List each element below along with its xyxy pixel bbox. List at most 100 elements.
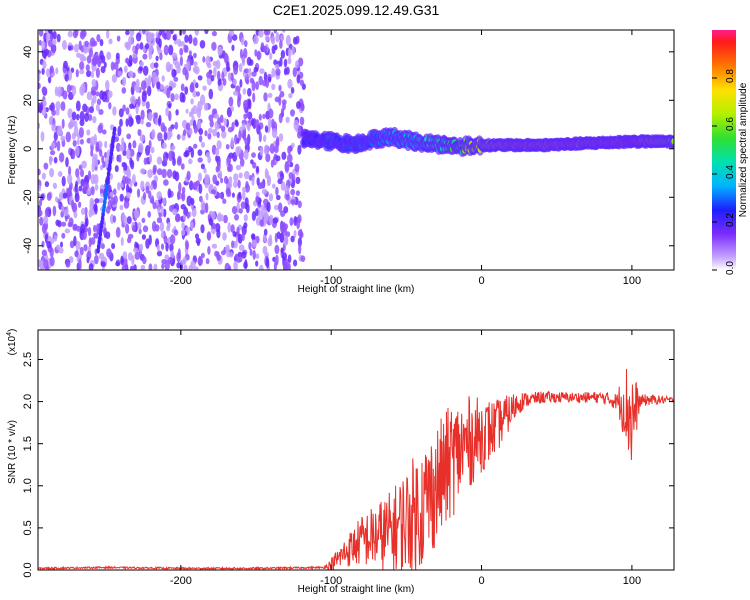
speckle-mark [300,255,306,262]
speckle-mark [138,65,143,72]
speckle-mark [238,208,243,214]
speckle-mark [38,168,41,176]
speckle-mark [75,168,80,178]
speckle-mark [115,52,120,60]
speckle-mark [38,72,41,82]
speckle-mark [188,158,193,165]
speckle-mark [241,56,246,67]
band-mark [671,137,674,145]
speckle-mark [246,56,252,66]
speckle-mark [60,101,66,111]
speckle-mark [90,86,96,96]
speckle-mark [57,86,62,96]
speckle-mark [274,244,280,255]
speckle-mark [79,111,85,122]
speckle-mark [251,211,256,221]
speckle-mark [299,116,305,126]
snr-x-tick-label: -100 [320,575,342,587]
speckle-mark [137,222,142,230]
speckle-mark [104,140,108,149]
speckle-mark [119,204,124,211]
speckle-mark [192,66,198,73]
speckle-mark [60,135,66,142]
speckle-mark [242,186,247,192]
speckle-mark [261,188,268,195]
speckle-mark [255,165,260,174]
speckle-mark [258,75,263,86]
speckle-mark [251,176,255,186]
speckle-mark [295,60,299,69]
speckle-mark [103,61,107,69]
speckle-mark [95,141,100,151]
speckle-mark [161,75,165,82]
speckle-mark [216,229,221,239]
speckle-mark [296,74,301,84]
speckle-mark [184,86,189,95]
speckle-mark [182,129,187,137]
speckle-mark [91,79,97,87]
speckle-mark [47,30,53,34]
speckle-mark [153,62,159,69]
speckle-mark [255,195,260,203]
speckle-mark [182,256,187,265]
speckle-mark [60,241,63,248]
speckle-mark [126,133,132,140]
speckle-mark [55,67,59,75]
speckle-mark [258,131,262,143]
speckle-mark [299,71,304,79]
speckle-mark [77,253,82,261]
speckle-mark [194,30,200,36]
speckle-mark [278,94,282,106]
speckle-mark [118,108,124,118]
speckle-mark [124,176,129,185]
speckle-mark [200,252,205,259]
speckle-mark [158,114,162,125]
speckle-mark [220,125,226,132]
speckle-mark [79,30,86,40]
speckle-mark [287,48,292,59]
speckle-mark [193,124,198,134]
spectrogram-y-tick-label: -20 [22,189,34,205]
speckle-mark [88,106,94,114]
speckle-mark [172,157,176,167]
speckle-mark [67,45,72,51]
snr-y-tick-label: 2.0 [22,394,34,409]
speckle-mark [140,109,145,121]
speckle-mark [107,90,113,99]
speckle-mark [100,261,106,268]
speckle-mark [182,30,186,35]
colorbar-tick-label: 0.6 [725,117,736,131]
speckle-mark [96,34,101,43]
speckle-mark [204,177,209,189]
speckle-mark [61,176,66,187]
speckle-mark [251,71,257,77]
speckle-mark [178,182,182,193]
speckle-mark [270,35,276,45]
speckle-mark [55,101,61,111]
speckle-mark [239,79,243,88]
speckle-mark [190,260,196,270]
speckle-mark [64,73,69,82]
speckle-mark [295,176,301,185]
spectrogram-y-tick-label: -40 [22,238,34,254]
speckle-mark [186,61,191,71]
speckle-mark [156,168,163,176]
speckle-mark [243,214,248,222]
speckle-mark [61,232,66,239]
speckle-mark [134,209,139,220]
speckle-mark [204,130,208,137]
speckle-mark [145,43,149,50]
speckle-mark [112,106,117,116]
speckle-mark [73,43,80,53]
speckle-mark [134,251,141,260]
speckle-mark [155,55,159,62]
speckle-mark [206,71,212,79]
speckle-mark [136,188,141,198]
speckle-mark [197,149,203,157]
speckle-mark [172,170,177,180]
speckle-mark [149,153,152,164]
speckle-mark [237,233,243,244]
speckle-mark [61,205,65,212]
speckle-mark [174,93,179,101]
speckle-mark [117,182,121,191]
